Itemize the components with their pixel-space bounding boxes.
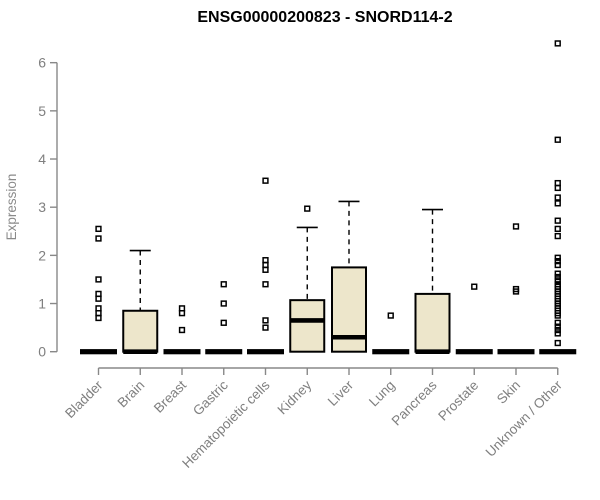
y-tick-label: 2 <box>38 247 46 263</box>
x-label-prostate: Prostate <box>435 378 481 424</box>
outlier-point <box>262 281 269 288</box>
collapsed-box <box>539 349 577 355</box>
x-label-gastric: Gastric <box>190 377 231 418</box>
outlier-point <box>262 317 269 324</box>
x-label-kidney: Kidney <box>275 377 315 417</box>
outlier-point <box>95 235 102 242</box>
outlier-point <box>95 314 102 322</box>
outlier-point <box>554 339 561 347</box>
outlier-point <box>554 184 561 192</box>
outlier-point <box>554 326 561 334</box>
x-label-unknown-other: Unknown / Other <box>483 377 566 460</box>
box-hematopoietic-cells <box>247 349 284 355</box>
x-label-liver: Liver <box>325 377 357 409</box>
y-tick-label: 0 <box>38 344 46 360</box>
x-label-breast: Breast <box>151 377 189 415</box>
box-pancreas <box>414 208 451 355</box>
collapsed-box <box>80 349 117 355</box>
box-brain <box>122 249 159 355</box>
chart-title: ENSG00000200823 - SNORD114-2 <box>197 9 452 26</box>
box-unknown-other <box>539 349 577 355</box>
box-rect <box>414 292 451 353</box>
outlier-point <box>554 194 561 201</box>
outlier-point <box>554 270 561 277</box>
outliers-layer <box>95 40 561 347</box>
x-label-skin: Skin <box>494 378 523 407</box>
collapsed-box <box>455 349 493 355</box>
outlier-point <box>554 273 561 281</box>
outlier-point <box>554 232 561 240</box>
x-label-brain: Brain <box>114 378 147 411</box>
outlier-point <box>554 277 561 284</box>
y-tick-label: 4 <box>38 151 46 167</box>
box-rect <box>122 309 159 353</box>
outlier-point <box>554 323 561 330</box>
outlier-point <box>471 283 478 290</box>
outlier-point <box>95 276 102 283</box>
outlier-point <box>304 205 311 212</box>
outlier-point <box>554 40 561 47</box>
box-lung <box>372 349 410 355</box>
y-axis-title: Expression <box>4 174 19 241</box>
box-gastric <box>205 349 243 355</box>
outlier-point <box>95 225 102 233</box>
outlier-point <box>262 177 269 184</box>
box-rect <box>289 299 326 353</box>
outlier-point <box>554 254 561 261</box>
box-breast <box>163 349 201 355</box>
box-liver <box>331 200 367 353</box>
box-bladder <box>80 349 117 355</box>
outlier-point <box>554 225 561 233</box>
collapsed-box <box>497 349 535 355</box>
outlier-point <box>262 324 269 331</box>
outlier-point <box>554 200 561 207</box>
outlier-point <box>512 223 520 230</box>
outlier-point <box>387 312 394 319</box>
collapsed-box <box>163 349 201 355</box>
outlier-point <box>554 136 561 143</box>
outlier-point <box>220 300 227 307</box>
x-label-bladder: Bladder <box>62 377 106 421</box>
collapsed-box <box>205 349 243 355</box>
outlier-point <box>262 266 269 273</box>
collapsed-box <box>372 349 410 355</box>
outlier-point <box>178 310 186 317</box>
box-skin <box>497 349 535 355</box>
outlier-point <box>178 326 186 334</box>
y-tick-label: 3 <box>38 199 46 215</box>
y-axis: 0 1 2 3 4 5 6 <box>38 55 58 360</box>
box-prostate <box>455 349 493 355</box>
outlier-point <box>554 312 561 319</box>
collapsed-box <box>247 349 284 355</box>
x-label-lung: Lung <box>366 378 398 410</box>
y-tick-label: 5 <box>38 103 46 119</box>
outlier-point <box>512 288 520 295</box>
outlier-point <box>95 295 102 302</box>
outlier-point <box>220 319 227 326</box>
y-tick-label: 6 <box>38 55 46 71</box>
box-kidney <box>289 226 326 353</box>
outlier-point <box>554 261 561 269</box>
boxes-layer <box>80 200 577 355</box>
y-tick-label: 1 <box>38 296 46 312</box>
outlier-point <box>554 330 561 337</box>
outlier-point <box>554 217 561 224</box>
outlier-point <box>554 257 561 265</box>
outlier-point <box>554 319 561 326</box>
x-label-pancreas: Pancreas <box>389 377 440 428</box>
outlier-point <box>220 281 227 288</box>
